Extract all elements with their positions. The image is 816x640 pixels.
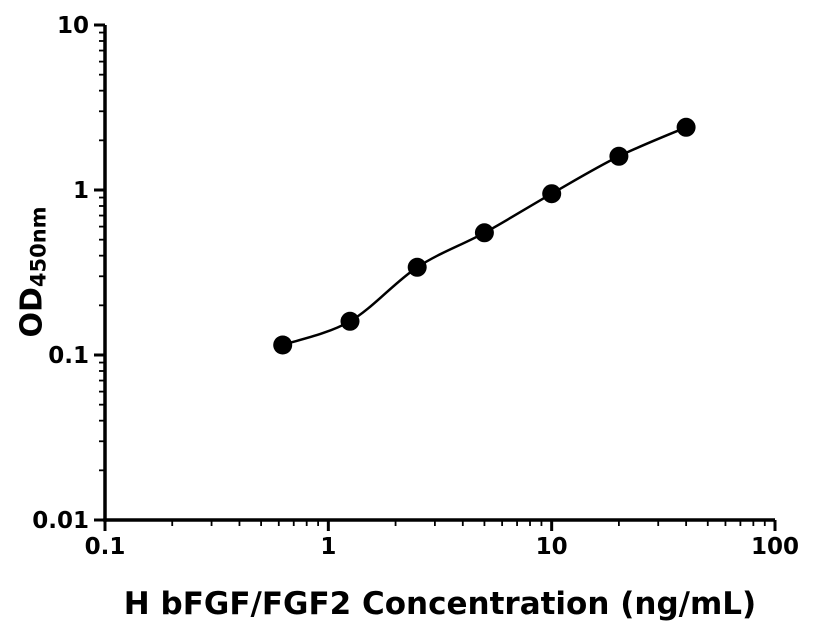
y-tick-label: 10: [57, 13, 89, 39]
x-tick-label: 0.1: [85, 534, 126, 560]
data-point: [407, 257, 427, 277]
y-tick-label: 1: [73, 178, 89, 204]
y-tick-label: 0.01: [32, 508, 89, 534]
y-axis-title-subscript: 450nm: [26, 206, 51, 288]
data-point: [609, 146, 629, 166]
y-tick-label: 0.1: [48, 343, 89, 369]
x-axis-title: H bFGF/FGF2 Concentration (ng/mL): [123, 586, 757, 622]
data-point: [273, 335, 293, 355]
y-axis-title-main: OD: [14, 287, 50, 338]
data-point: [474, 223, 494, 243]
data-point: [676, 117, 696, 137]
x-tick-label: 10: [536, 534, 568, 560]
x-tick-label: 100: [751, 534, 799, 560]
y-axis-title: OD450nm: [14, 206, 51, 338]
data-point: [340, 311, 360, 331]
x-tick-label: 1: [320, 534, 336, 560]
data-point: [542, 184, 562, 204]
